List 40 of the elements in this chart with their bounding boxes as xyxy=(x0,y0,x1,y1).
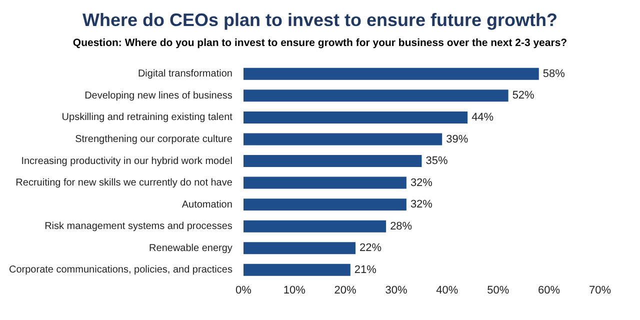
bar xyxy=(243,90,508,102)
chart-title: Where do CEOs plan to invest to ensure future growth? xyxy=(81,10,559,31)
bar xyxy=(243,242,356,254)
bar xyxy=(243,198,406,211)
y-tick-label: Recruiting for new skills we currently do not have xyxy=(16,178,233,189)
y-tick-label: Digital transformation xyxy=(138,68,232,80)
y-tick-label: Corporate communications, policies, and practices xyxy=(9,264,232,276)
y-tick-label: Automation xyxy=(182,199,232,210)
bar xyxy=(243,176,406,189)
bar xyxy=(243,133,442,146)
bar xyxy=(243,111,468,124)
chart-subtitle: Question: Where do you plan to invest to ensure growth for your business over the next 2-3 years? xyxy=(72,37,568,49)
x-tick-label: 40% xyxy=(436,284,458,296)
y-tick-label: Risk management systems and processes xyxy=(44,221,232,232)
data-label: 21% xyxy=(354,264,377,276)
bar xyxy=(243,220,386,232)
data-label: 35% xyxy=(426,155,448,168)
x-tick-label: 50% xyxy=(487,284,510,296)
bar xyxy=(243,155,422,167)
x-tick-label: 70% xyxy=(588,284,612,296)
y-tick-label: Increasing productivity in our hybrid work model xyxy=(21,156,232,167)
data-label: 58% xyxy=(542,68,566,80)
x-tick-label: 0% xyxy=(235,284,252,296)
data-label: 39% xyxy=(446,133,468,146)
data-label: 22% xyxy=(360,242,382,254)
data-label: 28% xyxy=(390,220,412,232)
bar xyxy=(243,264,350,276)
y-tick-label: Strengthening our corporate culture xyxy=(75,134,233,145)
x-tick-label: 60% xyxy=(538,284,560,296)
data-label: 44% xyxy=(472,111,494,124)
bar xyxy=(243,68,539,80)
x-tick-label: 10% xyxy=(283,284,306,296)
x-tick-label: 30% xyxy=(385,284,408,296)
y-tick-label: Upskilling and retraining existing talent xyxy=(62,112,233,124)
x-tick-label: 20% xyxy=(334,284,357,296)
data-label: 32% xyxy=(410,176,433,189)
data-label: 32% xyxy=(410,198,433,211)
y-tick-label: Renewable energy xyxy=(149,242,232,254)
y-tick-label: Developing new lines of business xyxy=(84,90,232,102)
data-label: 52% xyxy=(512,90,535,102)
